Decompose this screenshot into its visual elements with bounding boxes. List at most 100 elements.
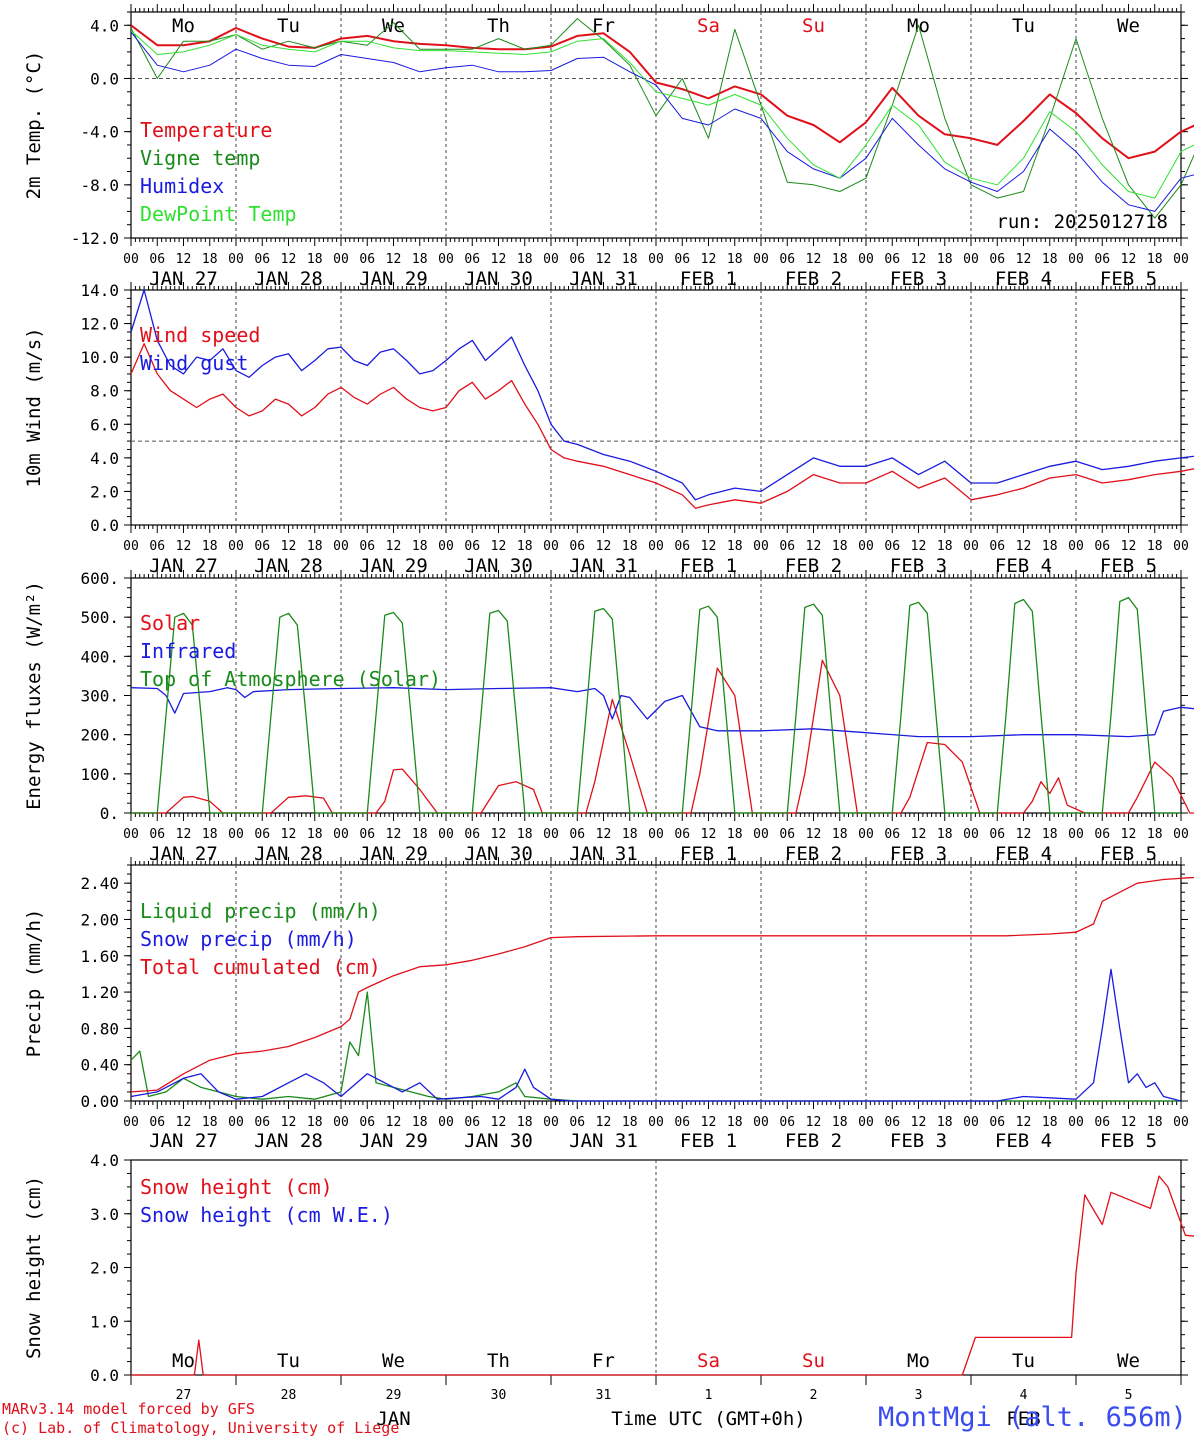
y-tick-label: 2.0 [90, 482, 119, 501]
hour-tick-label: 06 [1094, 1115, 1110, 1130]
y-tick-label: 400. [80, 647, 119, 666]
hour-tick-label: 12 [281, 539, 297, 554]
date-label: JAN 29 [359, 555, 428, 577]
y-tick-label: -4.0 [80, 123, 119, 142]
date-label: JAN 31 [569, 843, 638, 865]
hour-tick-label: 12 [701, 252, 717, 267]
hour-tick-label: 06 [254, 252, 270, 267]
day-label: We [1117, 1350, 1140, 1372]
y-tick-label: 1.0 [90, 1312, 119, 1331]
hour-tick-label: 18 [832, 827, 848, 842]
hour-tick-label: 00 [858, 252, 874, 267]
hour-tick-label: 18 [307, 539, 323, 554]
hour-tick-label: 00 [648, 1115, 664, 1130]
day-number-label: 27 [176, 1388, 192, 1403]
hour-tick-label: 00 [123, 252, 139, 267]
day-label: Tu [1012, 15, 1035, 37]
hour-tick-label: 18 [517, 539, 533, 554]
date-label: FEB 1 [680, 843, 737, 865]
date-label: FEB 4 [995, 1130, 1052, 1152]
legend-entry: Vigne temp [140, 146, 260, 170]
hour-tick-label: 18 [727, 252, 743, 267]
hour-tick-label: 12 [1121, 252, 1137, 267]
hour-tick-label: 12 [386, 252, 402, 267]
date-label: JAN 28 [254, 555, 323, 577]
hour-tick-label: 00 [123, 539, 139, 554]
hour-tick-label: 12 [491, 539, 507, 554]
hour-tick-label: 06 [359, 539, 375, 554]
run-annotation: run: 2025012718 [996, 211, 1168, 233]
hour-tick-label: 00 [438, 539, 454, 554]
x-axis-label: Time UTC (GMT+0h) [611, 1408, 805, 1430]
hour-tick-label: 18 [832, 539, 848, 554]
hour-tick-label: 00 [1068, 539, 1084, 554]
hour-tick-label: 00 [648, 252, 664, 267]
hour-tick-label: 00 [228, 539, 244, 554]
hour-tick-label: 12 [806, 252, 822, 267]
hour-tick-label: 06 [254, 1115, 270, 1130]
series-line-snow-precip-mm-h- [130, 968, 1182, 1102]
date-label: FEB 5 [1100, 1130, 1157, 1152]
hour-tick-label: 12 [176, 539, 192, 554]
hour-tick-label: 18 [1042, 1115, 1058, 1130]
day-label: Mo [172, 15, 195, 37]
hour-tick-label: 06 [674, 252, 690, 267]
y-tick-label: 4.0 [90, 449, 119, 468]
hour-tick-label: 00 [963, 827, 979, 842]
date-label: JAN 28 [254, 843, 323, 865]
hour-tick-label: 06 [464, 1115, 480, 1130]
date-label: FEB 3 [890, 1130, 947, 1152]
hour-tick-label: 06 [569, 539, 585, 554]
hour-tick-label: 18 [517, 1115, 533, 1130]
station-name: MontMgi (alt. 656m) [878, 1402, 1187, 1433]
hour-tick-label: 18 [727, 1115, 743, 1130]
date-label: JAN 28 [254, 1130, 323, 1152]
hour-tick-label: 06 [254, 539, 270, 554]
date-label: JAN 27 [149, 555, 218, 577]
hour-tick-label: 06 [779, 1115, 795, 1130]
hour-tick-label: 12 [596, 1115, 612, 1130]
day-label: Th [487, 1350, 510, 1372]
hour-tick-label: 06 [359, 827, 375, 842]
hour-tick-label: 00 [123, 827, 139, 842]
hour-tick-label: 12 [911, 827, 927, 842]
hour-tick-label: 06 [989, 1115, 1005, 1130]
hour-tick-label: 18 [307, 1115, 323, 1130]
hour-tick-label: 12 [386, 1115, 402, 1130]
hour-tick-label: 00 [648, 827, 664, 842]
hour-tick-label: 18 [202, 539, 218, 554]
hour-tick-label: 00 [543, 252, 559, 267]
hour-tick-label: 18 [727, 827, 743, 842]
y-axis-label: 10m Wind (m/s) [23, 327, 45, 487]
hour-tick-label: 12 [806, 1115, 822, 1130]
hour-tick-label: 06 [779, 827, 795, 842]
hour-tick-label: 00 [753, 1115, 769, 1130]
hour-tick-label: 06 [1094, 539, 1110, 554]
hour-tick-label: 12 [911, 1115, 927, 1130]
hour-tick-label: 00 [228, 827, 244, 842]
day-label: Tu [277, 1350, 300, 1372]
date-label: FEB 2 [785, 843, 842, 865]
y-tick-label: 500. [80, 608, 119, 627]
hour-tick-label: 18 [412, 1115, 428, 1130]
date-label: FEB 2 [785, 1130, 842, 1152]
y-axis-label: Precip (mm/h) [23, 909, 45, 1058]
series-line-humidex [130, 31, 1194, 212]
series-line-vigne-temp [130, 18, 1194, 219]
hour-tick-label: 12 [176, 252, 192, 267]
hour-tick-label: 18 [517, 252, 533, 267]
date-label: JAN 30 [464, 843, 533, 865]
series-line-infrared [130, 687, 1194, 738]
hour-tick-label: 00 [1173, 252, 1189, 267]
y-tick-label: 10.0 [80, 348, 119, 367]
date-label: FEB 4 [995, 843, 1052, 865]
date-label: JAN 31 [569, 555, 638, 577]
hour-tick-label: 06 [884, 1115, 900, 1130]
hour-tick-label: 12 [281, 827, 297, 842]
hour-tick-label: 00 [123, 1115, 139, 1130]
date-label: FEB 3 [890, 843, 947, 865]
hour-tick-label: 00 [438, 827, 454, 842]
hour-tick-label: 18 [1147, 827, 1163, 842]
hour-tick-label: 06 [989, 827, 1005, 842]
legend-entry: Snow height (cm) [140, 1175, 333, 1199]
